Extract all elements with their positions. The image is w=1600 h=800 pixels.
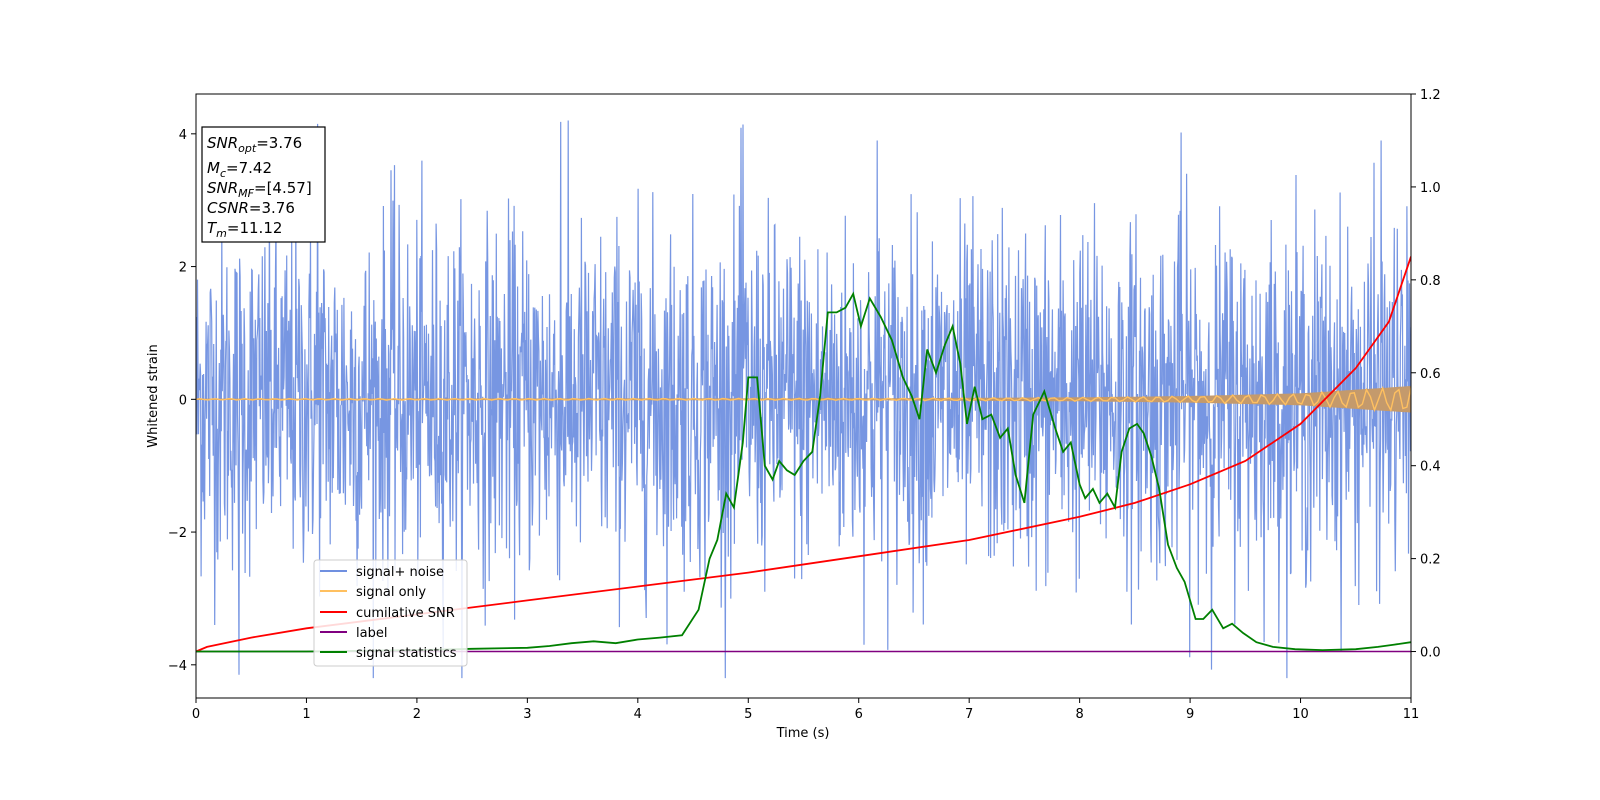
legend-entry: cumilative SNR	[320, 606, 455, 621]
y2-tick-label: 0.8	[1420, 274, 1441, 289]
legend-label: label	[356, 626, 387, 641]
x-tick-label: 9	[1186, 707, 1194, 722]
legend-label: signal only	[356, 585, 426, 600]
x-axis: 0 1 2 3 4 5 6 7 8 9 10 11	[192, 698, 1419, 722]
x-tick-label: 11	[1403, 707, 1420, 722]
y-tick-label: 4	[179, 128, 187, 143]
y-tick-label: −4	[168, 659, 187, 674]
tm-text: Tm=11.12	[207, 219, 282, 240]
y-axis-right: 0.0 0.2 0.4 0.6 0.8 1.0 1.2	[1411, 88, 1441, 661]
mc-text: Mc=7.42	[207, 159, 272, 180]
y2-tick-label: 0.4	[1420, 460, 1441, 475]
signal-statistics-line	[196, 291, 1411, 653]
y2-tick-label: 0.6	[1420, 367, 1441, 382]
legend-entry: signal statistics	[320, 646, 457, 661]
y2-tick-label: 0.2	[1420, 553, 1441, 568]
x-tick-label: 3	[523, 707, 531, 722]
x-tick-label: 4	[634, 707, 642, 722]
y-axis-left: −4 −2 0 2 4	[168, 128, 196, 674]
y2-tick-label: 1.0	[1420, 181, 1441, 196]
signal-noise-line	[196, 120, 1411, 679]
x-tick-label: 1	[302, 707, 310, 722]
legend-entry: label	[320, 626, 387, 641]
x-tick-label: 0	[192, 707, 200, 722]
x-tick-label: 7	[965, 707, 973, 722]
legend-entry: signal+ noise	[320, 565, 444, 580]
legend-label: cumilative SNR	[356, 606, 455, 621]
x-tick-label: 5	[744, 707, 752, 722]
x-tick-label: 2	[413, 707, 421, 722]
cumilative-snr-line	[196, 256, 1411, 653]
x-tick-label: 10	[1292, 707, 1309, 722]
plot-frame	[195, 93, 1412, 699]
x-tick-label: 6	[855, 707, 863, 722]
x-tick-label: 8	[1075, 707, 1083, 722]
y-tick-label: −2	[168, 526, 187, 541]
y-axis-label: Whitened strain	[146, 344, 161, 447]
x-axis-label: Time (s)	[776, 726, 830, 741]
snr-mf-text: SNRMF=[4.57]	[207, 179, 312, 200]
legend-label: signal statistics	[356, 646, 457, 661]
y-tick-label: 0	[179, 393, 187, 408]
annotation-box: SNRopt=3.76 Mc=7.42 SNRMF=[4.57] CSNR=3.…	[201, 126, 326, 243]
signal-only-line	[196, 385, 1411, 413]
csnr-text: CSNR=3.76	[207, 199, 295, 217]
legend: signal+ noise signal only cumilative SNR…	[313, 559, 468, 667]
y2-tick-label: 0.0	[1420, 646, 1441, 661]
legend-label: signal+ noise	[356, 565, 444, 580]
snr-opt-text: SNRopt=3.76	[207, 134, 302, 155]
y-tick-label: 2	[179, 261, 187, 276]
legend-entry: signal only	[320, 585, 426, 600]
y2-tick-label: 1.2	[1420, 88, 1441, 103]
